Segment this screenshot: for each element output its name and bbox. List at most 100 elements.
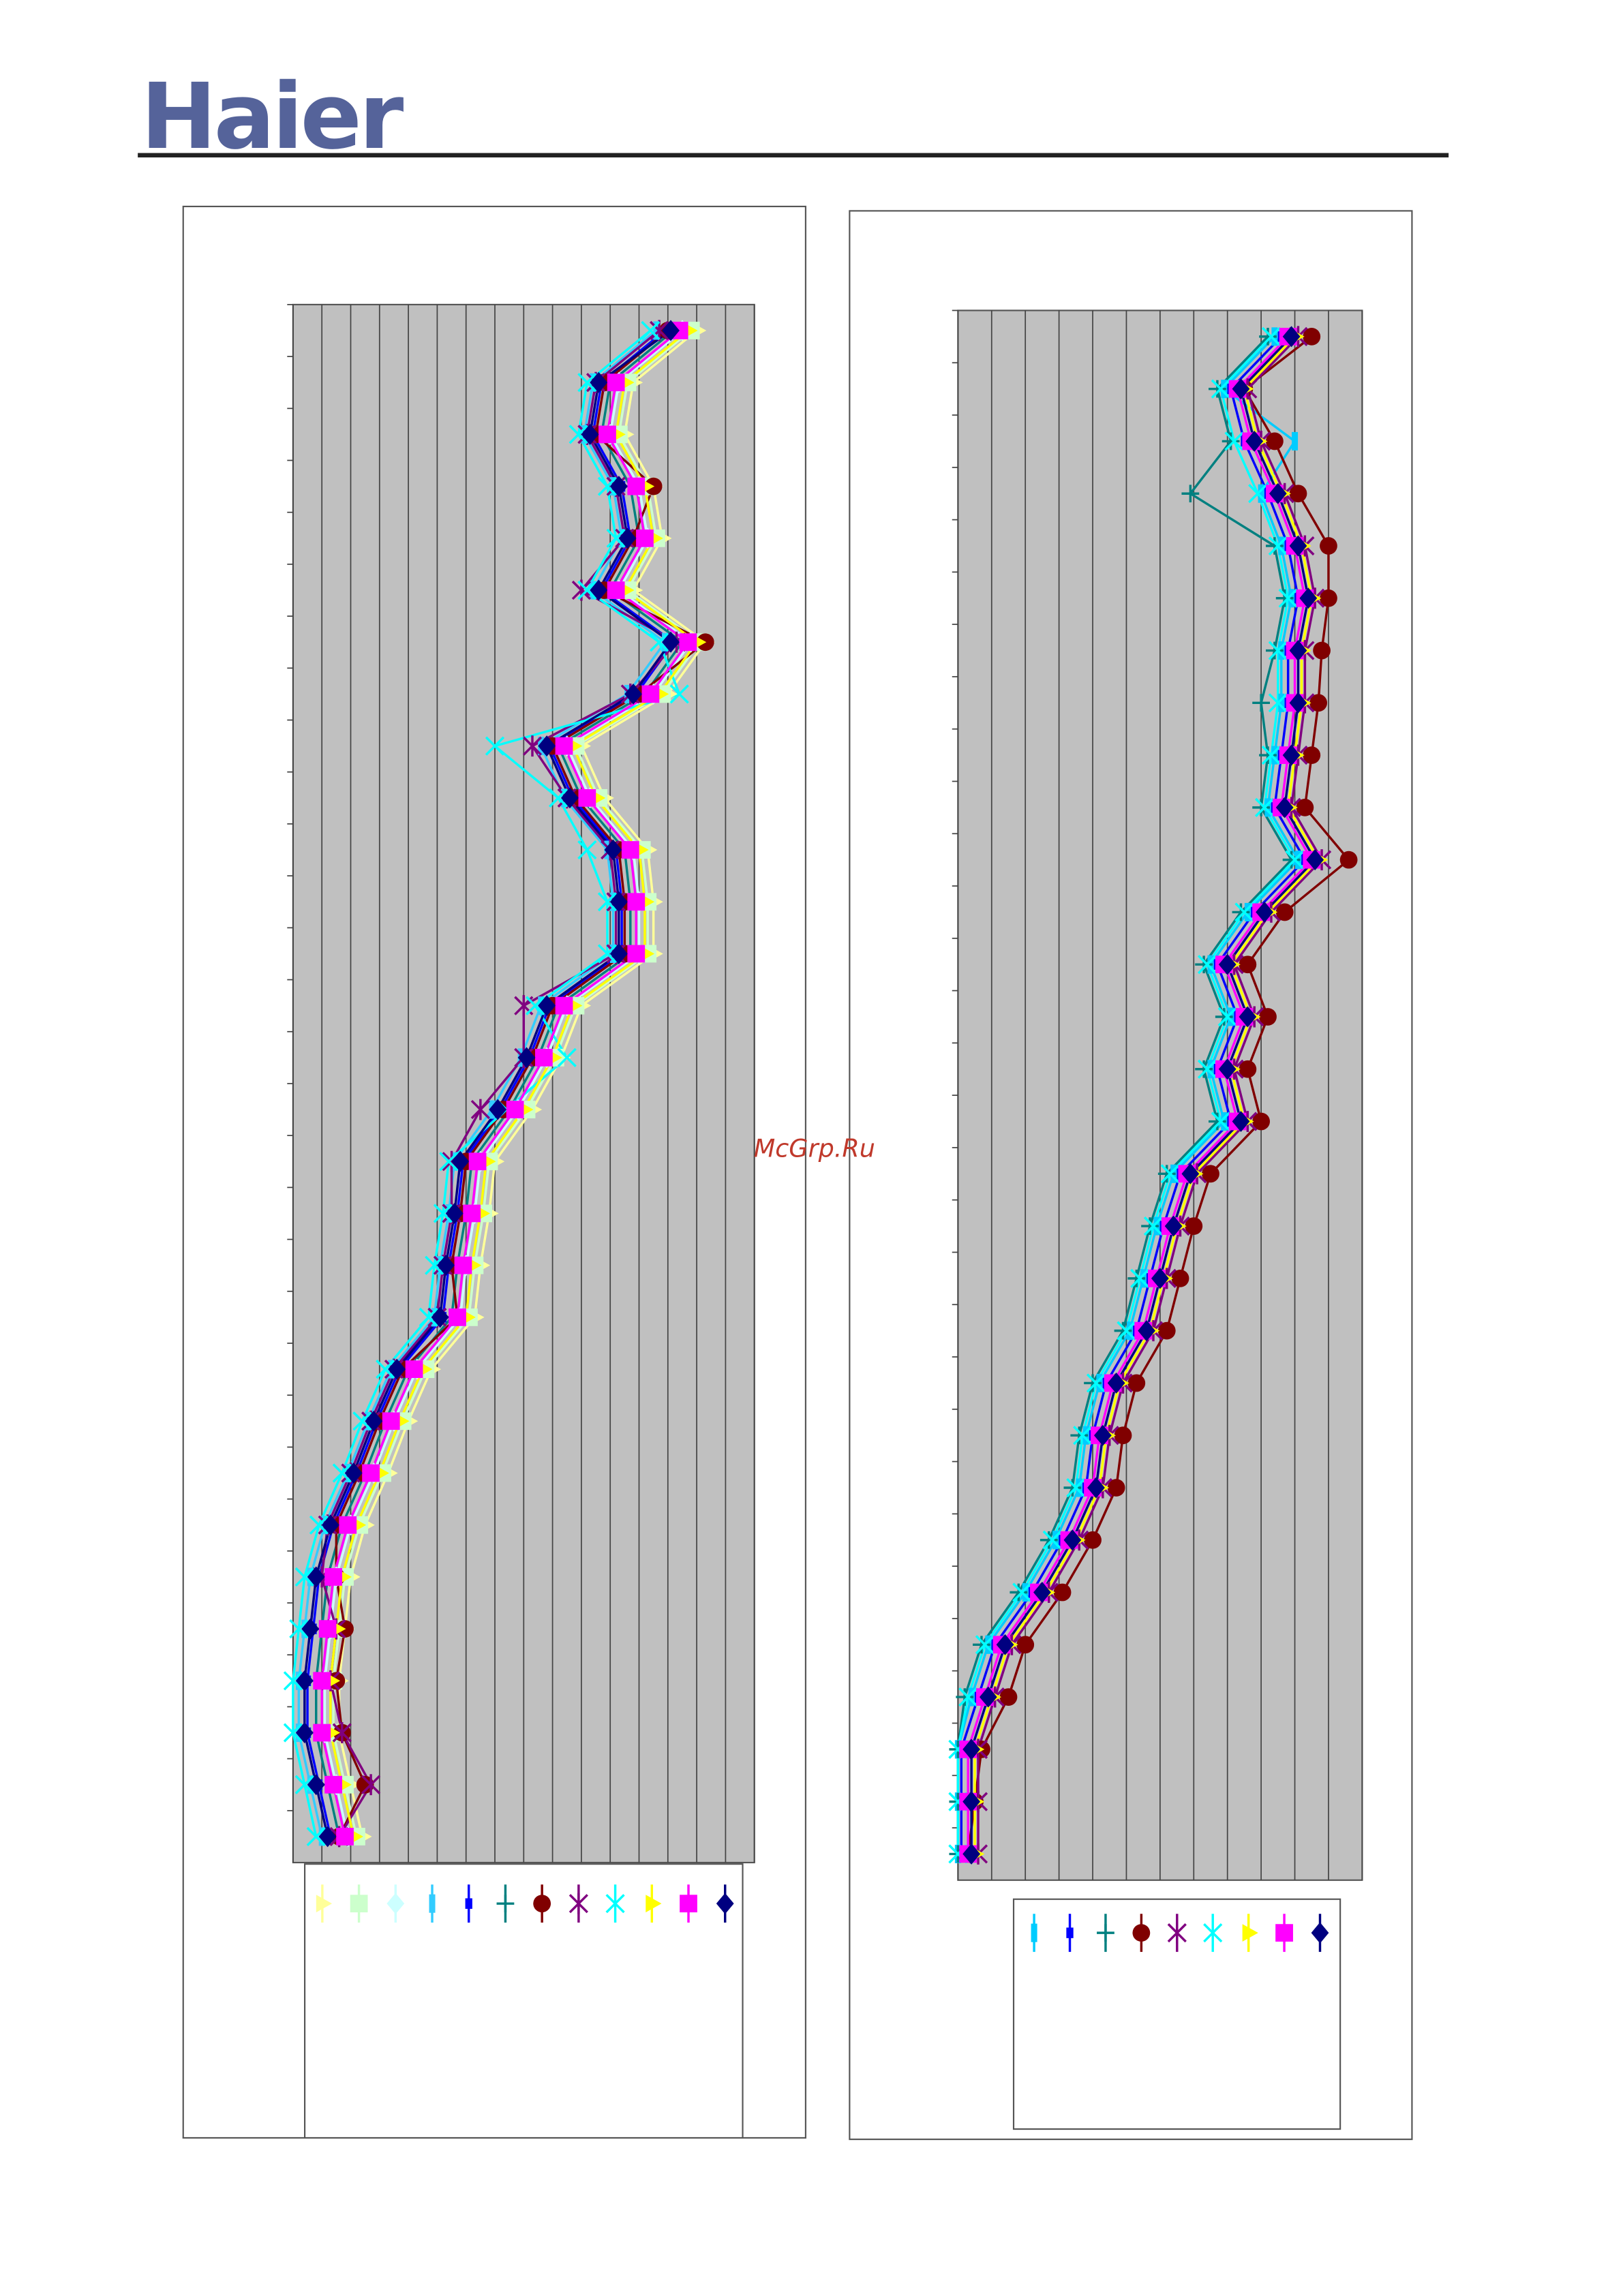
marker [301, 1618, 320, 1640]
marker [1107, 1479, 1125, 1497]
marker [607, 373, 625, 392]
marker [1195, 955, 1213, 974]
marker [597, 892, 618, 912]
marker [1218, 953, 1237, 975]
legend-marker [386, 1893, 405, 1914]
marker [555, 737, 573, 755]
marker [1275, 589, 1294, 607]
marker [577, 580, 597, 600]
marker [506, 1101, 524, 1118]
marker [1285, 850, 1305, 870]
marker [431, 1306, 449, 1328]
legend-marker [680, 1895, 697, 1913]
marker [489, 1099, 507, 1120]
legend-marker [1311, 1922, 1329, 1944]
marker [1268, 693, 1288, 713]
marker [956, 1688, 974, 1706]
marker [1282, 851, 1301, 869]
marker [1313, 641, 1331, 660]
marker [590, 579, 608, 601]
marker [294, 1775, 314, 1794]
marker [1268, 536, 1288, 556]
legend-marker [568, 1893, 588, 1914]
legend-marker [429, 1894, 436, 1913]
marker [604, 839, 622, 861]
marker [1339, 851, 1358, 869]
marker [1278, 588, 1298, 608]
marker [621, 841, 639, 859]
marker [419, 1307, 438, 1327]
marker [538, 995, 556, 1017]
legend-marker [1167, 1922, 1187, 1944]
legend [304, 1863, 744, 2139]
marker [597, 944, 618, 964]
marker [1197, 955, 1217, 975]
marker [1265, 641, 1284, 660]
marker [962, 1791, 981, 1813]
marker [1171, 1269, 1189, 1287]
marker [1303, 327, 1321, 346]
marker [1086, 1373, 1106, 1393]
marker [1259, 1008, 1277, 1026]
legend-marker [496, 1895, 515, 1913]
marker [1265, 537, 1284, 555]
marker [1289, 640, 1307, 662]
marker [535, 1048, 553, 1067]
marker [975, 1635, 995, 1655]
marker [1239, 1006, 1257, 1028]
legend-marker [1097, 1924, 1114, 1942]
marker [962, 1843, 981, 1865]
marker [295, 1670, 314, 1692]
marker [1303, 746, 1321, 764]
marker [1016, 1636, 1035, 1654]
marker [526, 996, 545, 1015]
marker [1320, 589, 1337, 607]
marker [1138, 1320, 1155, 1342]
marker [1181, 485, 1200, 503]
marker [1157, 1321, 1176, 1340]
marker [313, 1672, 331, 1690]
marker [999, 1688, 1018, 1706]
marker [650, 632, 669, 652]
marker [294, 1567, 314, 1587]
legend-marker [716, 1893, 734, 1914]
marker [332, 1463, 352, 1483]
marker [1185, 1217, 1203, 1235]
marker [445, 1203, 464, 1224]
marker [356, 1775, 374, 1794]
chart [283, 303, 755, 2139]
marker [1239, 1060, 1257, 1078]
marker [1157, 1165, 1176, 1183]
marker [1282, 744, 1301, 766]
legend-marker [1242, 1924, 1258, 1942]
marker [1275, 903, 1294, 921]
marker [470, 1099, 490, 1120]
marker [973, 1636, 990, 1654]
marker [1084, 1531, 1102, 1549]
marker [324, 1568, 343, 1586]
marker [1070, 1426, 1089, 1445]
marker [1252, 1112, 1271, 1131]
marker [1073, 1426, 1093, 1445]
marker [607, 581, 625, 599]
legend-marker [605, 1894, 625, 1914]
marker [365, 1410, 383, 1432]
marker [1107, 1372, 1125, 1394]
marker [1232, 903, 1250, 921]
marker [662, 631, 680, 653]
marker [1010, 1583, 1028, 1602]
marker [1202, 1165, 1219, 1183]
marker [1254, 797, 1275, 817]
marker [1066, 1478, 1086, 1498]
marker [1269, 483, 1287, 504]
legend-marker [1031, 1923, 1037, 1942]
marker [1063, 1479, 1082, 1497]
marker [339, 1516, 357, 1534]
marker [1042, 1530, 1062, 1550]
marker [1224, 431, 1244, 451]
watermark: McGrp.Ru [754, 1133, 875, 1163]
marker [1195, 1060, 1213, 1078]
series-line [956, 335, 1293, 1854]
